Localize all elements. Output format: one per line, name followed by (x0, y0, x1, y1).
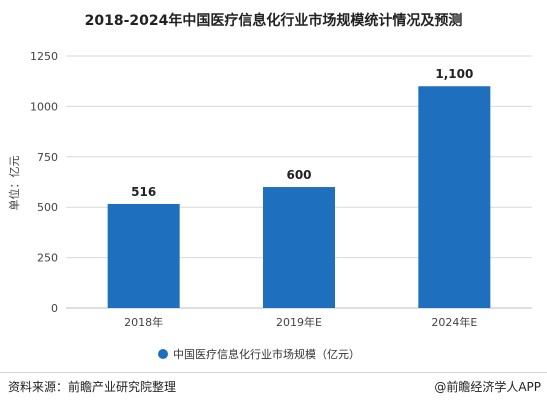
x-tick-labels: 2018年 2019年E 2024年E (124, 315, 477, 329)
x-tick-label: 2018年 (124, 315, 163, 329)
y-tick-label: 1250 (30, 50, 58, 63)
y-tick-labels: 0 250 500 750 1000 1250 (30, 50, 58, 315)
y-tick-label: 500 (37, 201, 58, 214)
y-tick-label: 0 (51, 302, 58, 315)
y-tick-label: 750 (37, 151, 58, 164)
bar (418, 86, 491, 309)
legend-marker (158, 349, 168, 359)
bars (107, 86, 491, 309)
brand-credit: @前瞻经济学人APP (434, 380, 541, 394)
legend: 中国医疗信息化行业市场规模（亿元） (158, 347, 360, 361)
y-tick-label: 250 (37, 252, 58, 265)
data-label: 1,100 (435, 67, 473, 81)
data-label: 516 (131, 185, 156, 199)
x-tick-label: 2024年E (431, 315, 477, 329)
bar (263, 187, 335, 308)
y-axis-label: 单位：亿元 (7, 156, 21, 211)
bar-chart: 0 250 500 750 1000 1250 单位：亿元 516 600 1,100 201… (7, 50, 532, 361)
footer-divider (0, 372, 547, 373)
chart-title: 2018-2024年中国医疗信息化行业市场规模统计情况及预测 (84, 13, 463, 29)
data-label: 600 (286, 168, 311, 182)
y-tick-label: 1000 (30, 100, 58, 113)
x-tick-label: 2019年E (276, 315, 322, 329)
bar (107, 203, 180, 308)
source-note: 资料来源：前瞻产业研究院整理 (8, 380, 177, 394)
legend-label: 中国医疗信息化行业市场规模（亿元） (173, 347, 360, 361)
data-labels: 516 600 1,100 (131, 67, 473, 199)
